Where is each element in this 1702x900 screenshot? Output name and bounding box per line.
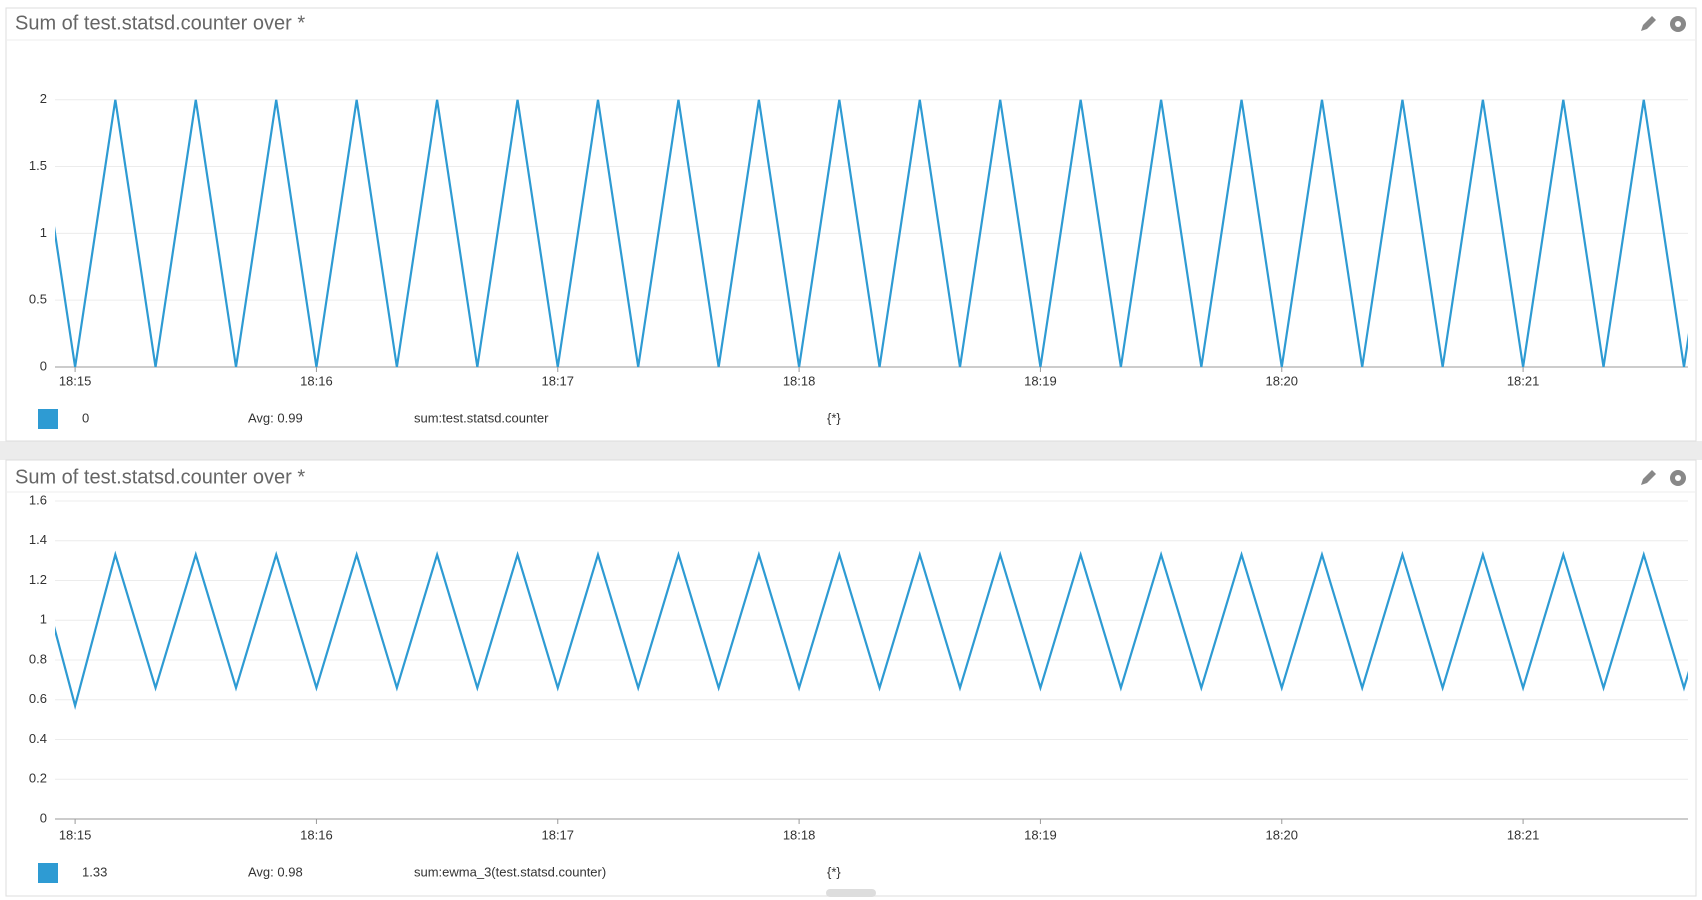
- legend-avg: Avg: 0.99: [248, 410, 303, 425]
- y-tick-label: 1.6: [29, 492, 47, 507]
- legend-scope: {*}: [827, 410, 841, 425]
- y-tick-label: 1.5: [29, 158, 47, 173]
- y-tick-label: 0: [40, 810, 47, 825]
- y-tick-label: 0: [40, 358, 47, 373]
- legend-name: sum:ewma_3(test.statsd.counter): [414, 864, 606, 879]
- panel-title: Sum of test.statsd.counter over *: [15, 12, 305, 34]
- y-tick-label: 1.2: [29, 572, 47, 587]
- x-tick-label: 18:16: [300, 827, 333, 842]
- settings-icon[interactable]: [1670, 16, 1686, 32]
- x-tick-label: 18:17: [541, 827, 574, 842]
- panel-border: [5, 7, 1697, 442]
- y-tick-label: 1: [40, 612, 47, 627]
- x-tick-label: 18:16: [300, 373, 333, 388]
- settings-icon[interactable]: [1670, 470, 1686, 486]
- legend-name: sum:test.statsd.counter: [414, 410, 549, 425]
- x-tick-label: 18:20: [1265, 827, 1298, 842]
- edit-icon[interactable]: [1641, 470, 1656, 485]
- x-tick-label: 18:17: [541, 373, 574, 388]
- panel-title: Sum of test.statsd.counter over *: [15, 466, 305, 488]
- x-tick-label: 18:15: [59, 373, 92, 388]
- legend-avg: Avg: 0.98: [248, 864, 303, 879]
- legend-scope: {*}: [827, 864, 841, 879]
- y-tick-label: 0.2: [29, 771, 47, 786]
- x-tick-label: 18:18: [783, 827, 816, 842]
- edit-icon[interactable]: [1641, 16, 1656, 31]
- x-tick-label: 18:21: [1507, 373, 1540, 388]
- y-tick-label: 0.6: [29, 691, 47, 706]
- y-tick-label: 2: [40, 91, 47, 106]
- legend-value: 1.33: [82, 864, 107, 879]
- y-tick-label: 0.8: [29, 651, 47, 666]
- legend-swatch: [38, 409, 58, 429]
- x-tick-label: 18:20: [1265, 373, 1298, 388]
- series-line: [55, 550, 1688, 710]
- resize-handle[interactable]: [826, 889, 876, 897]
- x-tick-label: 18:19: [1024, 827, 1057, 842]
- x-tick-label: 18:19: [1024, 373, 1057, 388]
- y-tick-label: 1: [40, 225, 47, 240]
- y-tick-label: 0.4: [29, 731, 47, 746]
- x-tick-label: 18:15: [59, 827, 92, 842]
- legend-swatch: [38, 863, 58, 883]
- x-tick-label: 18:21: [1507, 827, 1540, 842]
- series-line: [55, 99, 1688, 368]
- y-tick-label: 1.4: [29, 532, 47, 547]
- x-tick-label: 18:18: [783, 373, 816, 388]
- panel-gap: [0, 441, 1702, 460]
- legend-value: 0: [82, 410, 89, 425]
- y-tick-label: 0.5: [29, 292, 47, 307]
